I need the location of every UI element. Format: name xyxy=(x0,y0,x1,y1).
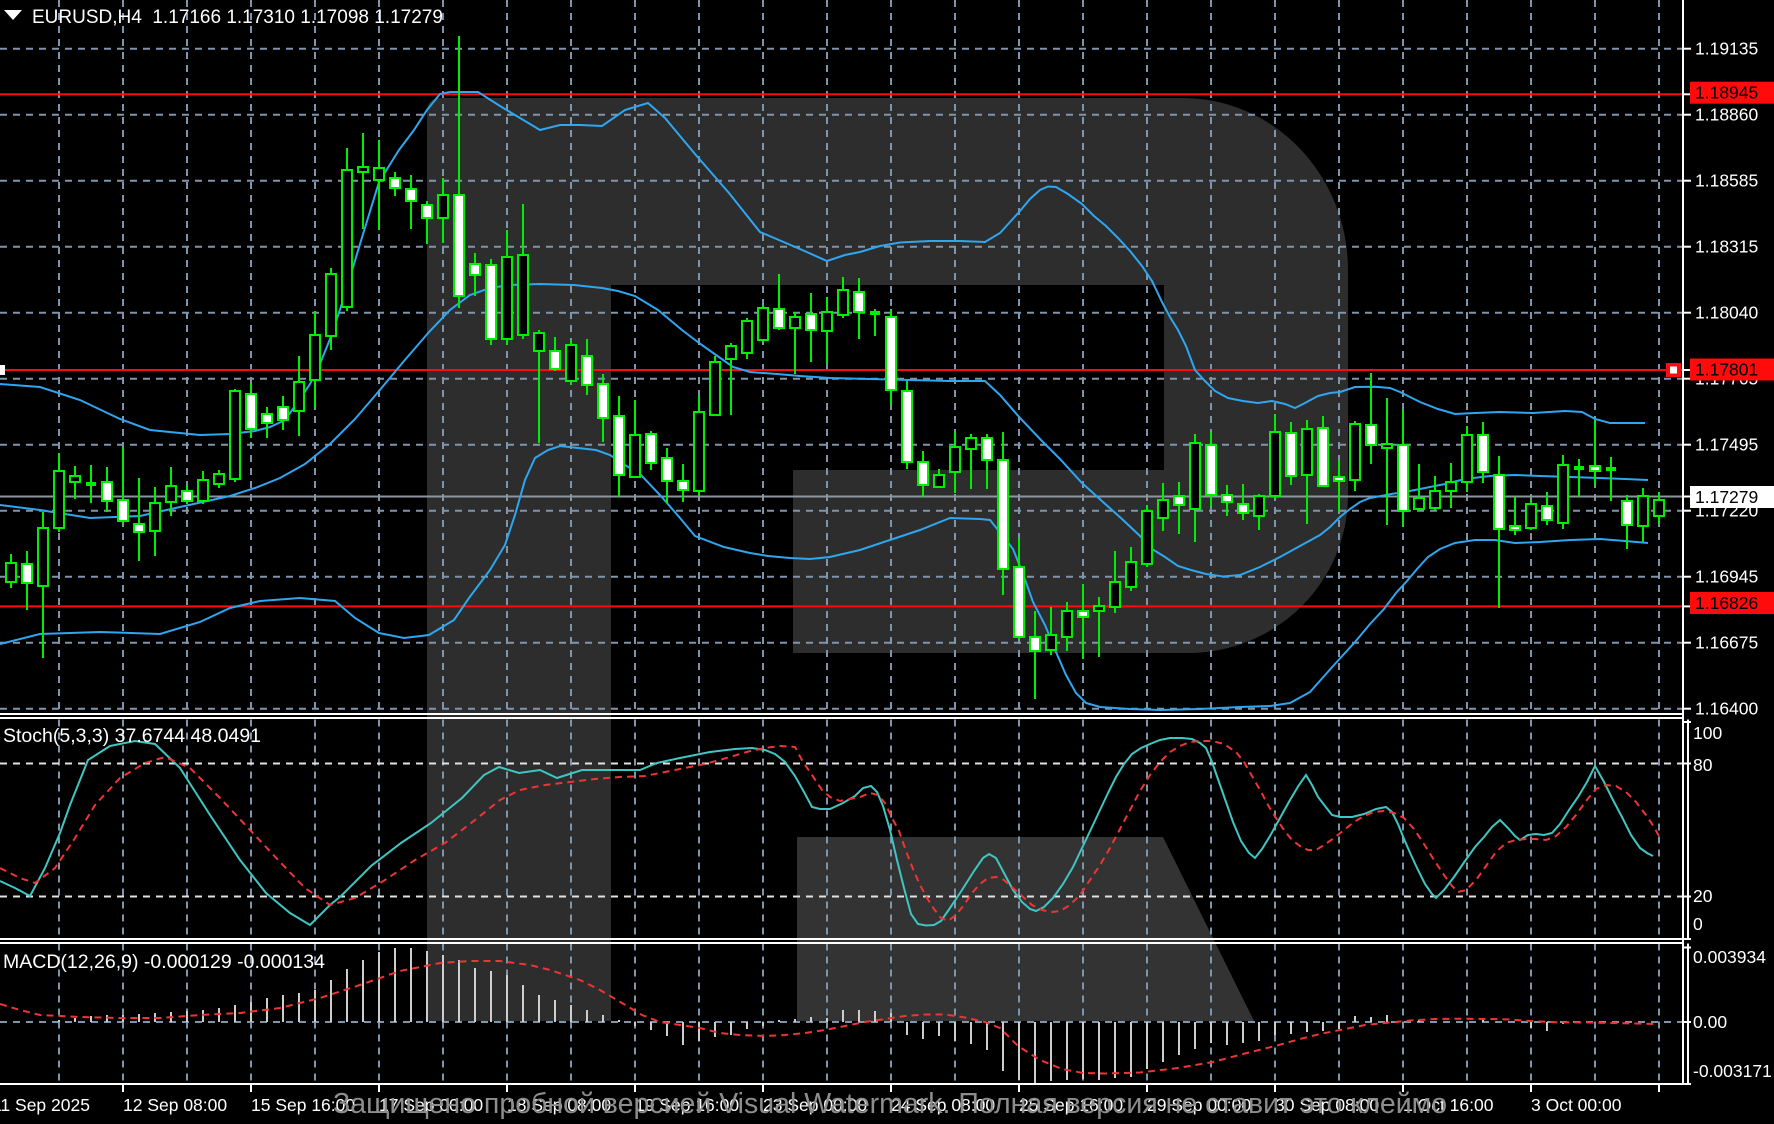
svg-text:1.17279: 1.17279 xyxy=(1695,487,1758,507)
svg-text:1.16826: 1.16826 xyxy=(1695,593,1758,613)
svg-text:1.18945: 1.18945 xyxy=(1695,83,1758,103)
svg-text:1 Oct 16:00: 1 Oct 16:00 xyxy=(1403,1095,1494,1115)
svg-text:20: 20 xyxy=(1693,886,1713,906)
svg-text:1.17801: 1.17801 xyxy=(1695,360,1758,380)
svg-text:1.18860: 1.18860 xyxy=(1695,105,1759,125)
svg-text:Защищено пробной версией Visua: Защищено пробной версией Visual Watermar… xyxy=(333,1088,1447,1120)
svg-text:17 Sep 00:00: 17 Sep 00:00 xyxy=(379,1095,483,1115)
svg-text:19 Sep 16:00: 19 Sep 16:00 xyxy=(635,1095,739,1115)
svg-text:MACD(12,26,9) -0.000129 -0.000: MACD(12,26,9) -0.000129 -0.000134 xyxy=(3,951,325,973)
svg-text:80: 80 xyxy=(1693,755,1713,775)
svg-text:18 Sep 08:00: 18 Sep 08:00 xyxy=(507,1095,611,1115)
svg-text:15 Sep 16:00: 15 Sep 16:00 xyxy=(251,1095,355,1115)
svg-text:1.16400: 1.16400 xyxy=(1695,699,1759,719)
svg-text:1.16675: 1.16675 xyxy=(1695,633,1758,653)
svg-text:-0.003171: -0.003171 xyxy=(1693,1061,1772,1081)
svg-text:3 Oct 00:00: 3 Oct 00:00 xyxy=(1531,1095,1622,1115)
svg-text:0.003934: 0.003934 xyxy=(1693,947,1766,967)
svg-text:0: 0 xyxy=(1693,914,1703,934)
svg-text:1.19135: 1.19135 xyxy=(1695,39,1758,59)
svg-text:1.18040: 1.18040 xyxy=(1695,303,1759,323)
svg-text:Stoch(5,3,3) 37.6744 48.0491: Stoch(5,3,3) 37.6744 48.0491 xyxy=(3,725,261,747)
svg-text:0.00: 0.00 xyxy=(1693,1012,1727,1032)
svg-text:EURUSD,H4 1.17166 1.17310 1.1: EURUSD,H4 1.17166 1.17310 1.17098 1.1727… xyxy=(32,7,443,28)
svg-text:11 Sep 2025: 11 Sep 2025 xyxy=(0,1095,90,1115)
svg-text:1.18585: 1.18585 xyxy=(1695,171,1758,191)
svg-text:24 Sep 08:00: 24 Sep 08:00 xyxy=(891,1095,995,1115)
svg-text:100: 100 xyxy=(1693,723,1722,743)
svg-text:1.16945: 1.16945 xyxy=(1695,567,1758,587)
svg-text:1.18315: 1.18315 xyxy=(1695,237,1758,257)
svg-text:29 Sep 00:00: 29 Sep 00:00 xyxy=(1147,1095,1251,1115)
svg-text:25 Sep 16:00: 25 Sep 16:00 xyxy=(1019,1095,1123,1115)
svg-text:23 Sep 00:00: 23 Sep 00:00 xyxy=(763,1095,867,1115)
svg-text:30 Sep 08:00: 30 Sep 08:00 xyxy=(1275,1095,1379,1115)
svg-text:12 Sep 08:00: 12 Sep 08:00 xyxy=(123,1095,227,1115)
svg-text:1.17495: 1.17495 xyxy=(1695,435,1758,455)
